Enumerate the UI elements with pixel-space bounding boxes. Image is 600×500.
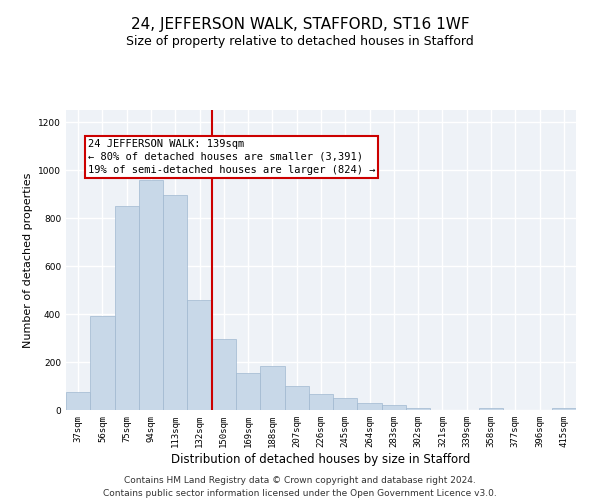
Y-axis label: Number of detached properties: Number of detached properties [23,172,32,348]
Bar [90,316,115,410]
Bar [382,405,406,410]
Bar [163,195,187,410]
Text: Size of property relative to detached houses in Stafford: Size of property relative to detached ho… [126,35,474,48]
Bar [260,366,284,410]
Bar [552,408,576,410]
Bar [358,403,382,410]
Bar [187,300,212,410]
Bar [406,408,430,410]
Text: 24 JEFFERSON WALK: 139sqm
← 80% of detached houses are smaller (3,391)
19% of se: 24 JEFFERSON WALK: 139sqm ← 80% of detac… [88,139,376,175]
Bar [333,398,358,410]
Bar [66,392,90,410]
X-axis label: Distribution of detached houses by size in Stafford: Distribution of detached houses by size … [172,452,470,466]
Bar [284,386,309,410]
Bar [309,394,333,410]
Bar [139,180,163,410]
Bar [212,339,236,410]
Text: 24, JEFFERSON WALK, STAFFORD, ST16 1WF: 24, JEFFERSON WALK, STAFFORD, ST16 1WF [131,18,469,32]
Bar [115,206,139,410]
Text: Contains HM Land Registry data © Crown copyright and database right 2024.
Contai: Contains HM Land Registry data © Crown c… [103,476,497,498]
Bar [479,408,503,410]
Bar [236,373,260,410]
